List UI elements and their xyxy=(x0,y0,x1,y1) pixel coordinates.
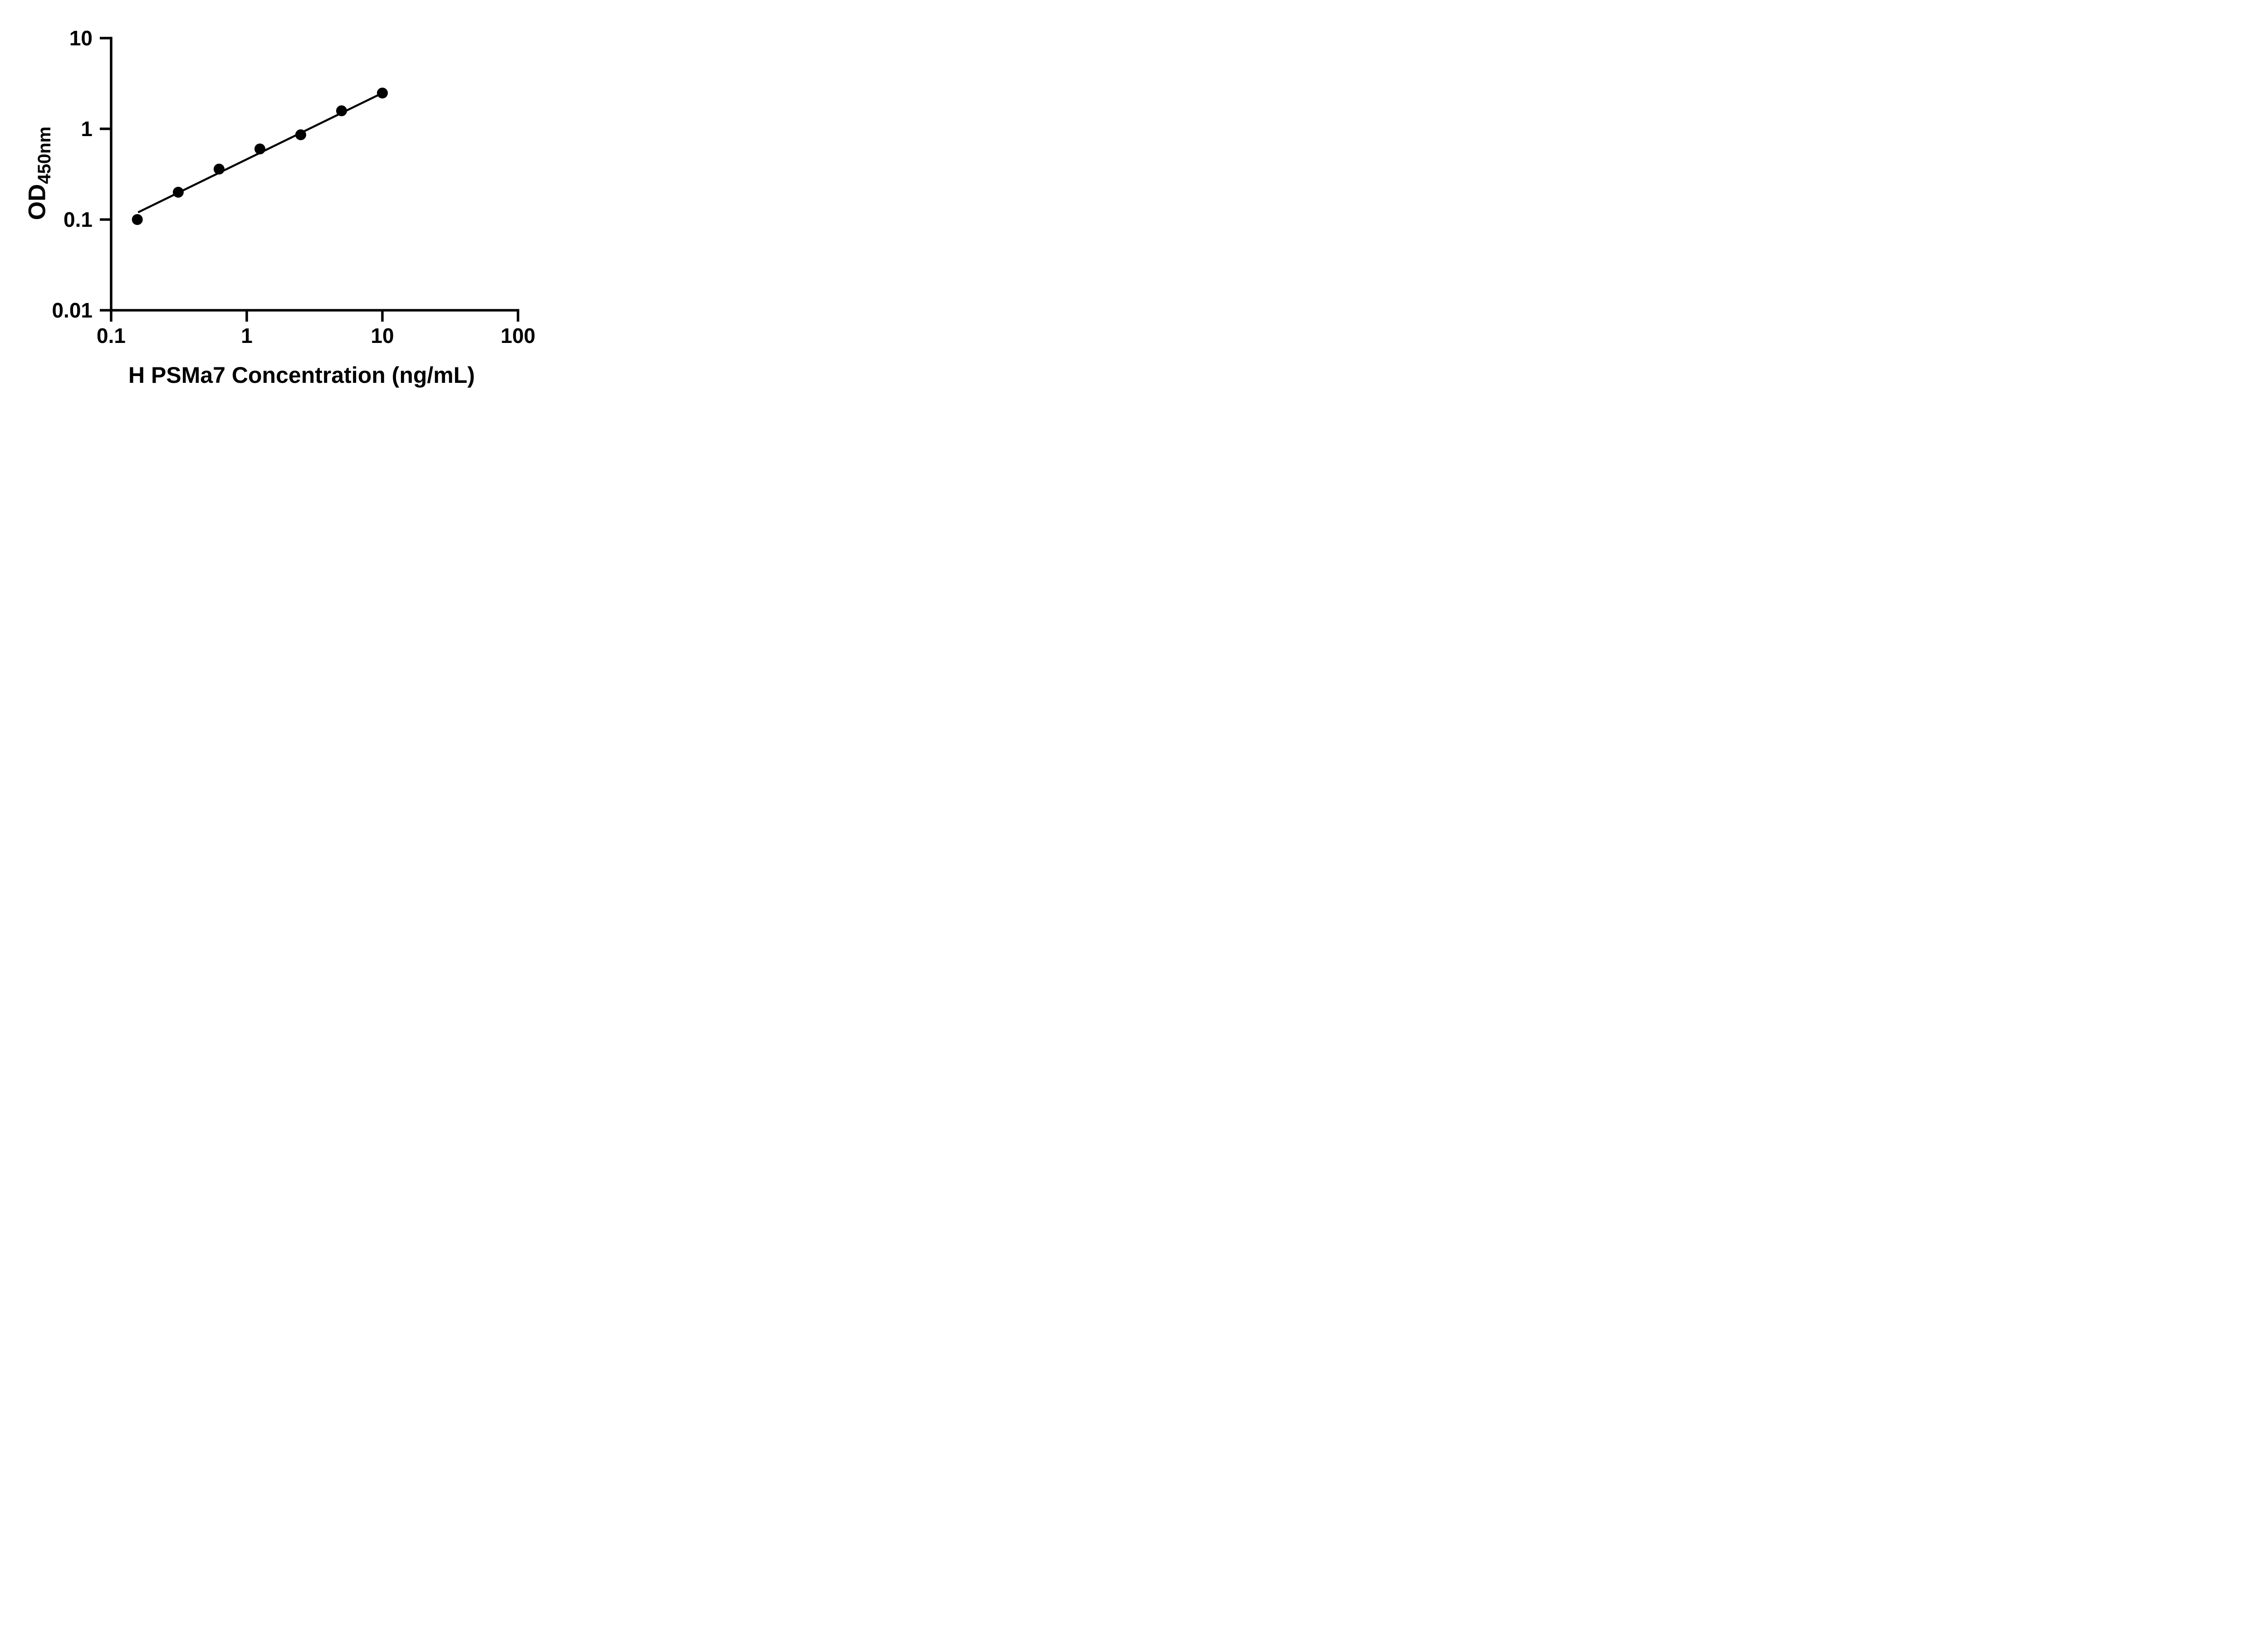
elisa-standard-curve-figure: 10 1 0.1 0.01 0.1 1 10 100 OD450nm H PSMa7 Conc… xyxy=(0,0,583,408)
data-point xyxy=(336,105,347,117)
x-axis-title: H PSMa7 Concentration (ng/mL) xyxy=(128,362,475,388)
data-point xyxy=(132,214,143,225)
axes xyxy=(110,37,519,312)
y-tick-label: 0.01 xyxy=(52,298,93,322)
x-tick-label: 1 xyxy=(241,324,253,347)
y-tick-label: 1 xyxy=(81,117,93,141)
x-tick-label: 10 xyxy=(371,324,394,347)
data-point xyxy=(172,186,184,198)
data-point xyxy=(213,163,225,175)
y-axis-title-subscript: 450nm xyxy=(34,126,55,184)
data-point xyxy=(377,88,388,99)
y-axis-title: OD450nm xyxy=(24,126,55,220)
y-tick-label: 0.1 xyxy=(64,208,93,231)
y-axis-title-main: OD xyxy=(24,184,51,220)
x-tick-label: 100 xyxy=(501,324,536,347)
x-tick-label: 0.1 xyxy=(97,324,126,347)
data-point xyxy=(295,129,306,141)
data-point xyxy=(254,143,265,155)
y-tick-label: 10 xyxy=(69,26,93,50)
